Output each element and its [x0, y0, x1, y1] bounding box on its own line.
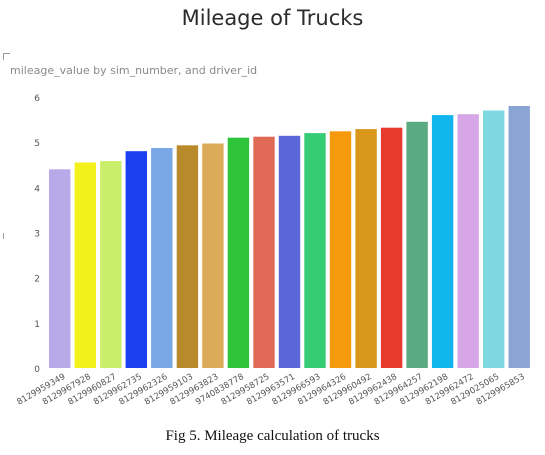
- chart-subtitle: mileage_value by sim_number, and driver_…: [10, 64, 258, 77]
- bar-8129959103[interactable]: [176, 145, 199, 368]
- bar-8129966593[interactable]: [304, 133, 326, 368]
- bar-8129964257[interactable]: [406, 121, 428, 368]
- chart-title: Mileage of Trucks: [181, 6, 364, 30]
- y-tick-label: 2: [34, 275, 40, 285]
- bar-8129962472[interactable]: [457, 114, 479, 368]
- y-tick-label: 4: [34, 184, 40, 194]
- bar-8129959349[interactable]: [49, 169, 71, 368]
- y-tick-label: 0: [34, 365, 40, 375]
- y-tick-label: 3: [34, 230, 40, 240]
- figure-caption: Fig 5. Mileage calculation of trucks: [165, 428, 380, 444]
- bar-8129962198[interactable]: [431, 115, 454, 368]
- visual-border-edge: [3, 233, 10, 239]
- bar-8129963823[interactable]: [202, 143, 224, 369]
- visual-border-corner: [3, 53, 10, 60]
- y-tick-label: 5: [34, 139, 40, 149]
- bar-chart: 0123456812995934981299679288129960827812…: [15, 94, 530, 408]
- bar-8129963571[interactable]: [278, 135, 301, 368]
- y-tick-label: 6: [34, 94, 40, 104]
- bar-8129967928[interactable]: [74, 162, 96, 369]
- bar-8129964326[interactable]: [329, 131, 352, 368]
- bar-8129958725[interactable]: [253, 136, 275, 368]
- bar-8129960827[interactable]: [100, 161, 122, 368]
- bar-9740838778[interactable]: [227, 137, 250, 368]
- bar-8129960492[interactable]: [355, 129, 377, 368]
- bar-8129025065[interactable]: [483, 110, 505, 369]
- y-tick-label: 1: [34, 320, 40, 330]
- bar-8129965853[interactable]: [508, 106, 530, 368]
- bar-8129962438[interactable]: [380, 127, 403, 368]
- bar-8129962326[interactable]: [151, 148, 173, 368]
- bar-8129962735[interactable]: [125, 151, 147, 368]
